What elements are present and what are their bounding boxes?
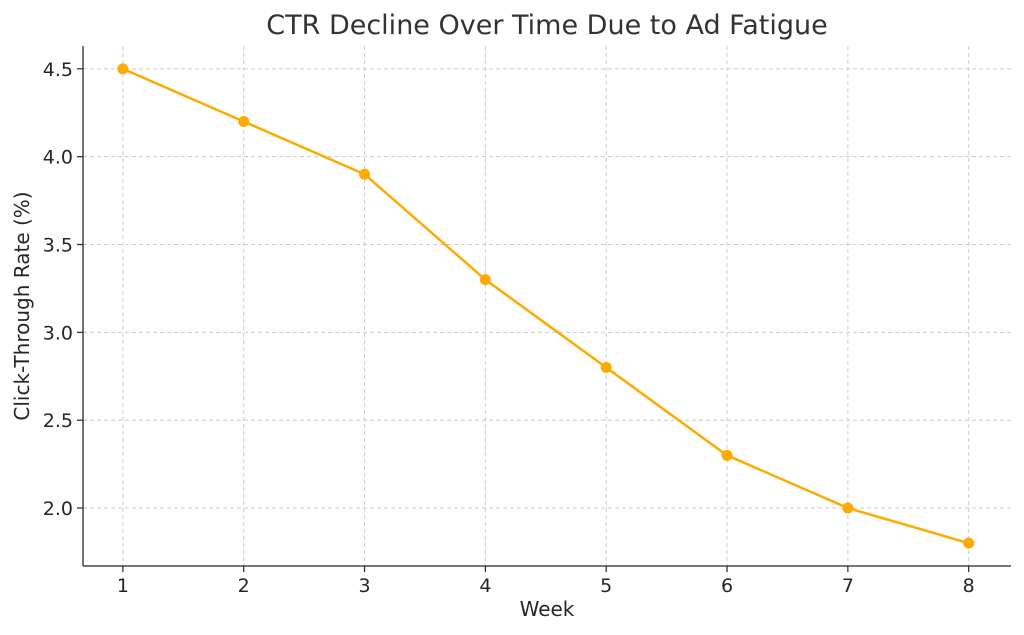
data-point-week-5 [600,361,612,373]
x-tick-label: 7 [842,575,854,597]
data-point-week-6 [721,449,733,461]
chart-title: CTR Decline Over Time Due to Ad Fatigue [266,10,827,41]
x-tick-label: 8 [963,575,975,597]
data-point-week-2 [238,116,250,128]
ctr-series-line [122,67,970,545]
y-tick-label: 2.5 [43,410,73,432]
y-tick-label: 3.0 [43,322,73,344]
x-tick-label: 6 [721,575,733,597]
y-tick-label: 2.0 [43,498,73,520]
x-tick-label: 2 [238,575,250,597]
data-point-week-8 [963,537,975,549]
data-point-week-7 [842,502,854,514]
x-axis-label: Week [520,597,575,621]
y-axis-label: Click-Through Rate (%) [10,191,34,420]
x-tick-label: 5 [600,575,612,597]
y-tick-label: 4.5 [43,59,73,81]
x-tick-label: 4 [479,575,491,597]
x-tick-label: 1 [117,575,129,597]
data-point-week-3 [359,168,371,180]
series-layer [117,63,975,549]
y-tick-label: 3.5 [43,235,73,257]
y-axis-ticks: 2.0 2.5 3.0 3.5 4.0 4.5 [43,59,83,520]
x-tick-label: 3 [358,575,370,597]
data-point-week-4 [479,274,491,286]
grid-lines [83,46,1011,566]
x-axis-ticks: 1 2 3 4 5 6 7 8 [117,566,975,597]
y-tick-label: 4.0 [43,147,73,169]
data-point-week-1 [117,63,129,75]
